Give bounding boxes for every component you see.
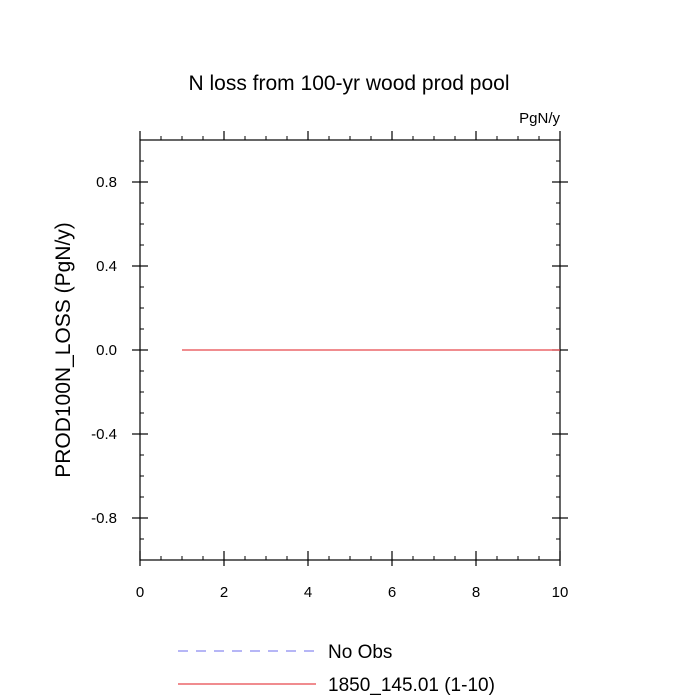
legend: No Obs 1850_145.01 (1-10) [178, 642, 495, 696]
x-tick-label: 10 [552, 584, 569, 601]
y-tick-label: -0.8 [91, 510, 117, 527]
units-label: PgN/y [519, 110, 560, 127]
tick-labels: 0 2 4 6 8 10 -0.8 -0.4 0.0 0.4 0.8 [91, 174, 568, 601]
legend-label: No Obs [328, 642, 392, 663]
x-tick-label: 0 [136, 584, 144, 601]
y-tick-label: 0.8 [96, 174, 117, 191]
y-axis-label: PROD100N_LOSS (PgN/y) [52, 222, 75, 478]
x-tick-label: 2 [220, 584, 228, 601]
y-tick-label: 0.4 [96, 258, 117, 275]
x-tick-label: 8 [472, 584, 480, 601]
y-tick-label: 0.0 [96, 342, 117, 359]
legend-label: 1850_145.01 (1-10) [328, 675, 495, 696]
x-tick-label: 6 [388, 584, 396, 601]
chart-title: N loss from 100-yr wood prod pool [189, 72, 510, 95]
axis-ticks [132, 131, 568, 566]
x-tick-label: 4 [304, 584, 312, 601]
y-tick-label: -0.4 [91, 426, 117, 443]
